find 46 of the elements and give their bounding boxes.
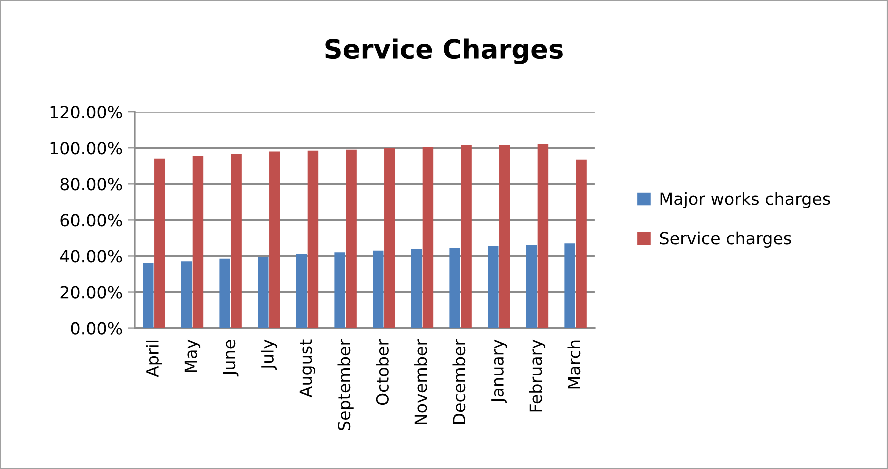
bar — [564, 244, 576, 328]
y-tick-label: 0.00% — [71, 322, 122, 335]
bar — [334, 252, 346, 328]
bar — [308, 150, 319, 328]
bar — [500, 145, 510, 328]
x-tick-label: February — [529, 340, 546, 412]
bar — [576, 160, 587, 328]
x-tick-label: October — [376, 339, 389, 406]
bar — [270, 152, 280, 328]
bar — [526, 245, 538, 328]
legend-label: Service charges — [660, 232, 792, 248]
bar — [296, 254, 308, 328]
bar — [220, 258, 230, 328]
x-tick-label: July — [261, 340, 278, 370]
bar — [373, 250, 384, 328]
x-tick-label: August — [300, 340, 316, 398]
bar — [450, 248, 460, 328]
x-tick-label: June — [223, 340, 239, 377]
y-tick-label: 100.00% — [50, 142, 122, 155]
bar — [538, 144, 549, 328]
bar — [181, 262, 192, 328]
y-tick-label: 20.00% — [60, 286, 122, 299]
bar — [422, 147, 434, 328]
chart-title: Service Charges — [326, 38, 563, 64]
x-tick-label: November — [414, 339, 428, 424]
bar — [192, 156, 204, 328]
y-tick-label: 80.00% — [60, 178, 122, 191]
bar — [461, 145, 472, 328]
x-tick-label: May — [184, 340, 201, 372]
bar — [411, 249, 422, 328]
bar — [143, 263, 154, 328]
bar — [488, 246, 499, 328]
x-tick-label: September — [338, 339, 354, 430]
x-tick-label: March — [568, 340, 581, 389]
bar — [231, 154, 242, 328]
y-tick-label: 40.00% — [60, 250, 122, 263]
x-tick-label: April — [146, 340, 162, 378]
x-tick-label: January — [492, 340, 508, 404]
y-tick-label: 120.00% — [50, 106, 122, 119]
bar — [154, 158, 166, 328]
x-tick-label: December — [452, 339, 466, 424]
bar — [384, 148, 396, 328]
y-tick-label: 60.00% — [60, 214, 122, 227]
bar — [258, 257, 269, 328]
bar — [346, 150, 357, 328]
legend-label: Major works charges — [660, 192, 830, 209]
